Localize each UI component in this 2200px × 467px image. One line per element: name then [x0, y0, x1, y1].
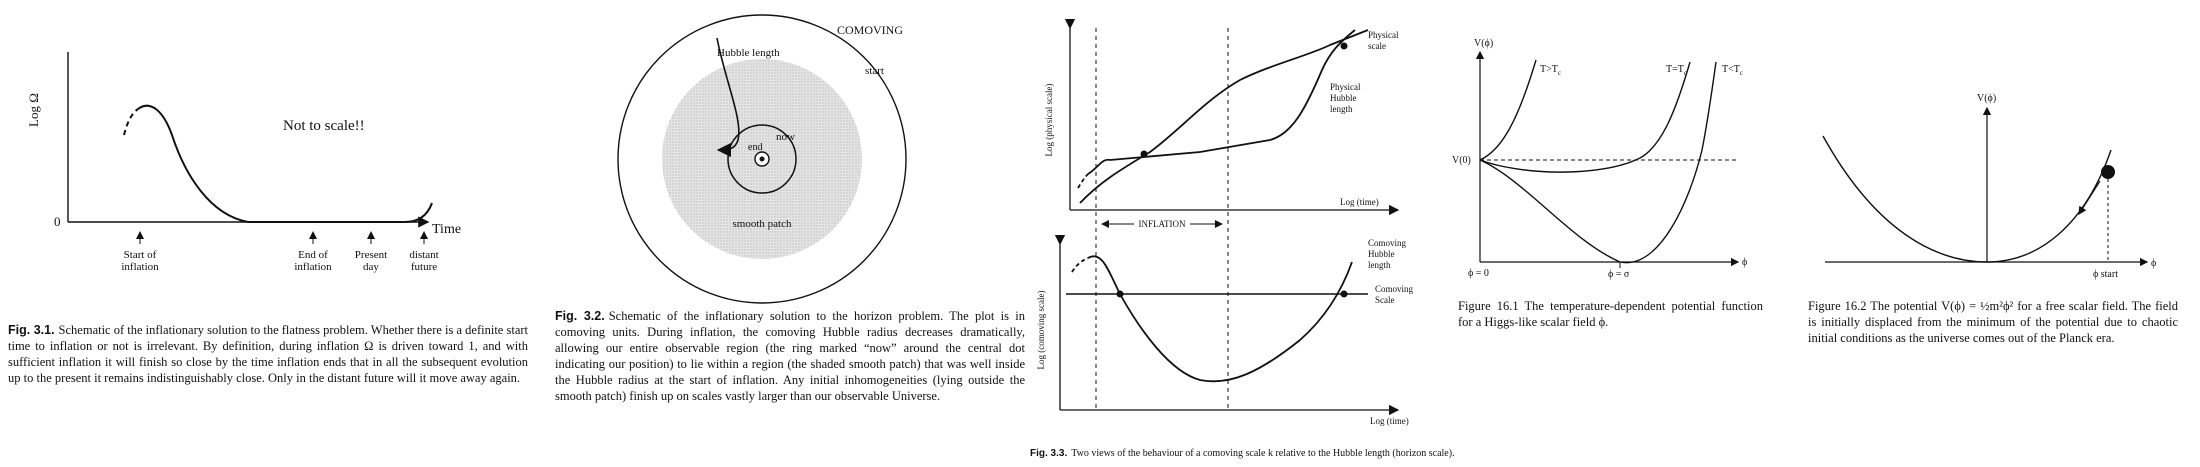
figure-3-3-caption: Fig. 3.3. Two views of the behaviour of a… [1030, 447, 1460, 460]
smooth-patch-label: smooth patch [733, 218, 792, 230]
not-to-scale-note: Not to scale!! [283, 118, 365, 134]
present-day-label-1: Present [355, 249, 387, 261]
bottom-x-label: Log (time) [1370, 416, 1409, 426]
time-markers [136, 231, 428, 244]
hubble-length-label: Hubble length [717, 47, 780, 59]
x-axis-label: ϕ [1742, 257, 1747, 268]
phi-start-label: ϕ start [2093, 269, 2118, 280]
top-crossing-1 [1140, 150, 1148, 158]
figure-3-1: Log Ω 0 Time Not to scale!! Start of inf… [0, 0, 560, 467]
figure-3-2-caption: Fig. 3.2. Schematic of the inflationary s… [555, 308, 1025, 404]
physical-hubble-label-1: Physical [1330, 82, 1361, 92]
physical-hubble-label-3: length [1330, 104, 1353, 114]
caption-text: Figure 16.1 The temperature-dependent po… [1458, 299, 1763, 329]
inflation-label: INFLATION [1139, 219, 1186, 229]
comoving-scale-label-2: Scale [1375, 295, 1395, 305]
top-panel: Log (physical scale) Log (time) Physical… [1044, 18, 1400, 216]
top-y-label: Log (physical scale) [1044, 84, 1054, 157]
roll-direction-arrow [2078, 180, 2101, 216]
curve-t-below-tc [1479, 61, 1717, 264]
figure-16-2: V(ϕ) ϕ ϕ start Figure 16.2 The potential… [1795, 0, 2195, 467]
caption-label: Fig. 3.1. [8, 323, 55, 337]
y-axis-label: V(ϕ) [1474, 38, 1493, 49]
physical-scale-curve [1079, 29, 1369, 204]
label-t-equal-tc: T=Tc [1666, 64, 1687, 77]
comoving-hubble-label-1: Comoving [1368, 238, 1407, 248]
start-label: start [865, 65, 884, 77]
curve-t-equal-tc [1479, 61, 1691, 173]
comoving-label: COMOVING [837, 23, 903, 37]
start-hubble-circle [617, 14, 907, 304]
curve-dashed [123, 108, 139, 136]
start-of-inflation-label-1: Start of [124, 249, 157, 261]
hubble-length-arrow [716, 37, 740, 158]
top-crossing-2 [1340, 42, 1348, 50]
figure-3-1-plot: Log Ω 0 Time Not to scale!! Start of inf… [26, 52, 461, 273]
start-of-inflation-label-2: inflation [121, 261, 159, 273]
figure-3-1-caption: Fig. 3.1. Schematic of the inflationary s… [8, 322, 528, 386]
figure-3-3: Log (physical scale) Log (time) Physical… [1030, 0, 1460, 467]
figure-16-1-caption: Figure 16.1 The temperature-dependent po… [1458, 298, 1763, 330]
physical-hubble-early [1087, 158, 1111, 175]
caption-label: Fig. 3.2. [555, 309, 605, 323]
bottom-panel: Log (comoving scale) Log (time) Comoving… [1036, 234, 1414, 426]
quadratic-potential-curve [1822, 135, 2112, 263]
x-zero-label: ϕ = 0 [1468, 268, 1489, 279]
present-day-label-2: day [363, 261, 379, 273]
distant-future-label-2: future [411, 261, 437, 273]
caption-text: Schematic of the inflationary solution t… [8, 323, 528, 385]
comoving-hubble-curve [1087, 255, 1353, 383]
physical-scale-label-1: Physical [1368, 30, 1399, 40]
now-ring [727, 124, 797, 194]
end-of-inflation-label-1: End of [298, 249, 328, 261]
caption-label: Fig. 3.3. [1030, 448, 1068, 459]
caption-text: Two views of the behaviour of a comoving… [1071, 448, 1455, 459]
curve-t-above-tc [1479, 59, 1537, 161]
x-axis-label: ϕ [2151, 258, 2156, 269]
caption-text: Schematic of the inflationary solution t… [555, 309, 1026, 403]
bottom-y-label: Log (comoving scale) [1036, 291, 1046, 370]
label-t-below-tc: T<Tc [1722, 64, 1743, 77]
comoving-scale-label-1: Comoving [1375, 284, 1414, 294]
figure-3-3-plot: Log (physical scale) Log (time) Physical… [1036, 18, 1414, 426]
physical-scale-label-2: scale [1368, 41, 1386, 51]
end-of-inflation-label-2: inflation [294, 261, 332, 273]
omega-curve [137, 104, 433, 223]
bottom-crossing-1 [1116, 290, 1124, 298]
figure-16-1-plot: V(ϕ) V(0) T>Tc T=Tc T<Tc ϕ = 0 ϕ = σ ϕ [1452, 38, 1747, 280]
bottom-crossing-2 [1340, 290, 1348, 298]
top-x-label: Log (time) [1340, 197, 1379, 207]
field-ball [2101, 165, 2115, 179]
label-t-above-tc: T>Tc [1540, 64, 1561, 77]
zero-label: 0 [54, 214, 61, 229]
figure-16-2-plot: V(ϕ) ϕ ϕ start [1822, 93, 2156, 280]
physical-hubble-curve [1109, 29, 1356, 161]
y-axis-label: Log Ω [26, 93, 41, 127]
physical-hubble-label-2: Hubble [1330, 93, 1357, 103]
v0-label: V(0) [1452, 155, 1471, 166]
comoving-hubble-label-3: length [1368, 260, 1391, 270]
our-position-dot [759, 156, 765, 162]
caption-text: Figure 16.2 The potential V(ϕ) = ½m²ϕ² f… [1808, 299, 2178, 345]
comoving-hubble-label-2: Hubble [1368, 249, 1395, 259]
figure-3-2: COMOVING start Hubble length now end smo… [555, 0, 1035, 467]
x-sigma-label: ϕ = σ [1608, 269, 1630, 280]
figure-16-1: V(ϕ) V(0) T>Tc T=Tc T<Tc ϕ = 0 ϕ = σ ϕ F… [1440, 0, 1780, 467]
figure-16-2-caption: Figure 16.2 The potential V(ϕ) = ½m²ϕ² f… [1808, 298, 2178, 346]
now-label: now [776, 131, 795, 143]
end-label: end [748, 142, 762, 153]
figure-3-2-plot: COMOVING start Hubble length now end smo… [617, 14, 907, 304]
y-axis-label: V(ϕ) [1977, 93, 1996, 104]
distant-future-label-1: distant [409, 249, 438, 261]
x-axis-label: Time [432, 222, 461, 237]
